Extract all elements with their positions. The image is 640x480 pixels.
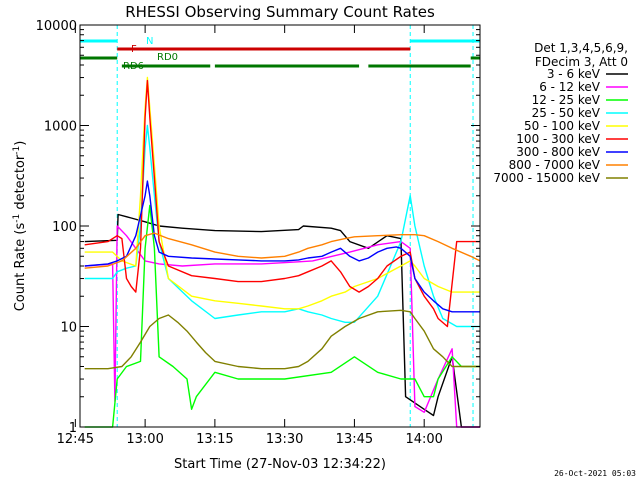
series-line-2 <box>84 204 480 428</box>
series-line-7 <box>84 232 481 269</box>
legend-entry-label-0: 3 - 6 keV <box>547 67 601 81</box>
y-axis-label: Count Rate (s-1 detector-1) <box>12 141 28 312</box>
legend-entry-label-3: 25 - 50 keV <box>532 106 601 120</box>
x-tick-label-3: 13:30 <box>266 432 303 447</box>
legend-entry-label-8: 7000 - 15000 keV <box>493 171 600 185</box>
series-line-6 <box>84 180 480 313</box>
timestamp: 26-Oct-2021 05:03 <box>554 469 636 478</box>
y-tick-label-4: 10000 <box>36 19 77 34</box>
flag-label-rd6: RD6 <box>123 61 144 72</box>
x-tick-label-1: 13:00 <box>126 432 163 447</box>
y-tick-label-3: 1000 <box>44 120 77 135</box>
y-tick-label-1: 10 <box>60 321 77 336</box>
x-axis-ticks: 12:45 13:00 13:15 13:30 13:45 14:00 <box>57 25 443 447</box>
legend-entry-label-2: 12 - 25 keV <box>532 93 601 107</box>
legend-header-line-0: Det 1,3,4,5,6,9, <box>534 41 628 55</box>
chart-title: RHESSI Observing Summary Count Rates <box>125 3 435 21</box>
legend-entry-label-5: 100 - 300 keV <box>516 132 600 146</box>
series-line-0 <box>84 213 480 428</box>
y-tick-label-2: 100 <box>52 220 77 235</box>
series-line-5 <box>84 79 480 328</box>
y-tick-label-0: 1 <box>69 421 77 436</box>
legend: Det 1,3,4,5,6,9,FDecim 3, Att 03 - 6 keV… <box>493 41 628 185</box>
series-lines <box>84 76 481 428</box>
y-axis-ticks: 1 10 100 1000 10000 <box>36 19 480 436</box>
x-tick-label-5: 14:00 <box>405 432 442 447</box>
legend-entry-label-4: 50 - 100 keV <box>524 119 601 133</box>
flag-label-f: F <box>131 44 137 55</box>
flag-label-n: N <box>146 36 153 47</box>
legend-entry-label-7: 800 - 7000 keV <box>509 158 601 172</box>
x-tick-label-0: 12:45 <box>57 432 94 447</box>
x-tick-label-4: 13:45 <box>336 432 373 447</box>
series-line-8 <box>84 309 480 370</box>
flag-label-rd0: RD0 <box>157 52 178 63</box>
x-axis-label: Start Time (27-Nov-03 12:34:22) <box>174 457 386 472</box>
legend-header-line-1: FDecim 3, Att 0 <box>535 55 628 69</box>
x-tick-label-2: 13:15 <box>196 432 233 447</box>
status-flags: NF RD0 RD6 <box>80 36 480 72</box>
series-line-1 <box>84 225 480 428</box>
legend-entry-label-1: 6 - 12 keV <box>539 80 601 94</box>
legend-entry-label-6: 300 - 800 keV <box>516 145 600 159</box>
